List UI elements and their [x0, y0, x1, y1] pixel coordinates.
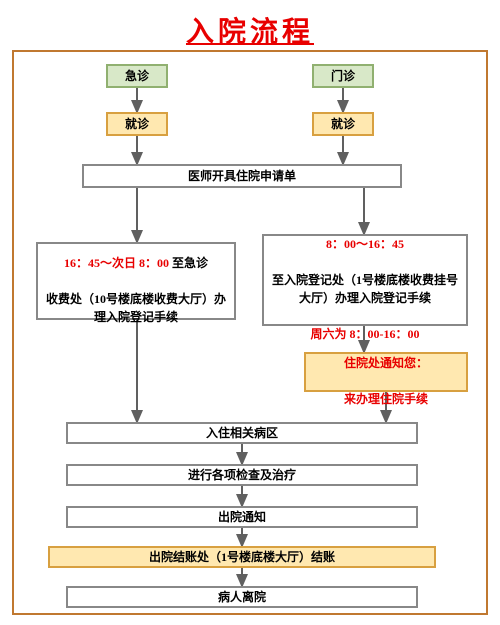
line2: 来办理住院手续	[344, 392, 428, 406]
label: 就诊	[125, 115, 149, 133]
node-notify: 住院处通知您： 来办理住院手续	[304, 352, 468, 392]
node-outpatient: 门诊	[312, 64, 374, 88]
node-visit-right: 就诊	[312, 112, 374, 136]
node-visit-left: 就诊	[106, 112, 168, 136]
label: 病人离院	[218, 588, 266, 606]
time-red: 8：00～16：45	[326, 237, 404, 251]
label: 出院通知	[218, 508, 266, 526]
node-doctor-form: 医师开具住院申请单	[82, 164, 402, 188]
label: 出院结账处（1号楼底楼大厅）结账	[149, 548, 335, 566]
node-emergency: 急诊	[106, 64, 168, 88]
label: 就诊	[331, 115, 355, 133]
node-exam: 进行各项检查及治疗	[66, 464, 418, 486]
label: 医师开具住院申请单	[188, 167, 296, 185]
time-red: 16：45～次日 8：00	[64, 256, 169, 270]
label: 急诊	[125, 67, 149, 85]
body: 至入院登记处（1号楼底楼收费挂号大厅）办理入院登记手续	[272, 273, 458, 305]
body: 收费处（10号楼底楼收费大厅）办理入院登记手续	[46, 292, 226, 324]
label: 入住相关病区	[206, 424, 278, 442]
flowchart-canvas: 急诊 门诊 就诊 就诊 医师开具住院申请单 16：45～次日 8：00 至急诊 …	[12, 50, 488, 615]
node-left-branch: 16：45～次日 8：00 至急诊 收费处（10号楼底楼收费大厅）办理入院登记手…	[36, 242, 236, 320]
node-right-branch: 8：00～16：45 至入院登记处（1号楼底楼收费挂号大厅）办理入院登记手续 周…	[262, 234, 468, 326]
page-title: 入院流程	[0, 0, 500, 56]
label: 进行各项检查及治疗	[188, 466, 296, 484]
text: 住院处通知您： 来办理住院手续	[344, 336, 428, 408]
tail: 至急诊	[169, 256, 208, 270]
node-discharge-notice: 出院通知	[66, 506, 418, 528]
node-leave: 病人离院	[66, 586, 418, 608]
label: 门诊	[331, 67, 355, 85]
line1: 住院处通知您：	[344, 356, 428, 370]
node-ward: 入住相关病区	[66, 422, 418, 444]
text: 16：45～次日 8：00 至急诊 收费处（10号楼底楼收费大厅）办理入院登记手…	[42, 236, 230, 326]
node-settle: 出院结账处（1号楼底楼大厅）结账	[48, 546, 436, 568]
text: 8：00～16：45 至入院登记处（1号楼底楼收费挂号大厅）办理入院登记手续 周…	[268, 217, 462, 343]
